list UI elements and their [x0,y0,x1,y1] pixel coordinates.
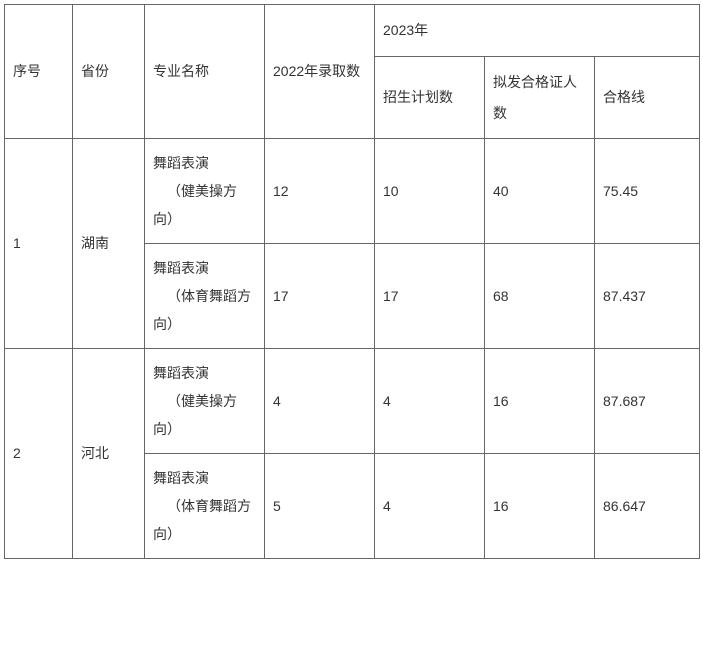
col-header-province: 省份 [73,5,145,139]
cell-cert: 16 [485,349,595,454]
cell-province: 湖南 [73,139,145,349]
major-name-line1: 舞蹈表演 [153,155,209,171]
col-header-major: 专业名称 [145,5,265,139]
cell-plan: 4 [375,349,485,454]
major-name-line2: （体育舞蹈方向） [153,282,256,338]
major-name-line2: （体育舞蹈方向） [153,492,256,548]
col-header-seq: 序号 [5,5,73,139]
cell-cert: 40 [485,139,595,244]
major-name-line1: 舞蹈表演 [153,365,209,381]
cell-plan: 10 [375,139,485,244]
major-name-line1: 舞蹈表演 [153,260,209,276]
cell-cert: 16 [485,454,595,559]
cell-plan: 17 [375,244,485,349]
cell-major: 舞蹈表演 （健美操方向） [145,139,265,244]
cell-line: 87.687 [595,349,700,454]
col-header-plan: 招生计划数 [375,56,485,139]
cell-province: 河北 [73,349,145,559]
cell-admit2022: 17 [265,244,375,349]
col-header-line: 合格线 [595,56,700,139]
cell-cert: 68 [485,244,595,349]
col-header-2023: 2023年 [375,5,700,57]
cell-major: 舞蹈表演 （健美操方向） [145,349,265,454]
admissions-table: 序号 省份 专业名称 2022年录取数 2023年 招生计划数 拟发合格证人数 … [4,4,700,559]
cell-admit2022: 4 [265,349,375,454]
col-header-cert: 拟发合格证人数 [485,56,595,139]
cell-line: 75.45 [595,139,700,244]
header-row-1: 序号 省份 专业名称 2022年录取数 2023年 [5,5,700,57]
cell-major: 舞蹈表演 （体育舞蹈方向） [145,454,265,559]
major-name-line2: （健美操方向） [153,177,256,233]
col-header-2022: 2022年录取数 [265,5,375,139]
cell-admit2022: 12 [265,139,375,244]
table-row: 2 河北 舞蹈表演 （健美操方向） 4 4 16 87.687 [5,349,700,454]
cell-major: 舞蹈表演 （体育舞蹈方向） [145,244,265,349]
cell-seq: 2 [5,349,73,559]
cell-plan: 4 [375,454,485,559]
major-name-line2: （健美操方向） [153,387,256,443]
major-name-line1: 舞蹈表演 [153,470,209,486]
cell-line: 86.647 [595,454,700,559]
table-row: 1 湖南 舞蹈表演 （健美操方向） 12 10 40 75.45 [5,139,700,244]
cell-admit2022: 5 [265,454,375,559]
cell-seq: 1 [5,139,73,349]
cell-line: 87.437 [595,244,700,349]
